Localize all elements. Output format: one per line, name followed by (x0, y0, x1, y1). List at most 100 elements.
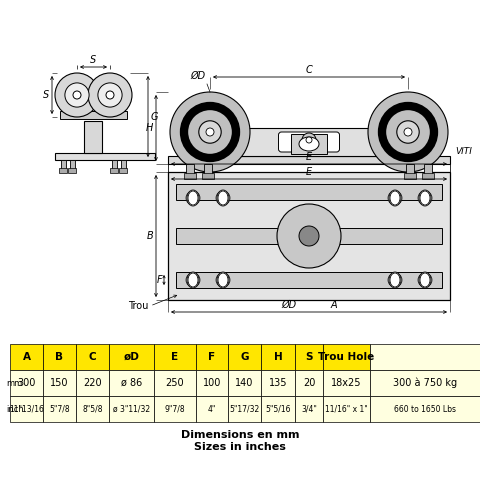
Bar (424, 164, 432, 174)
Bar (76, 396, 109, 422)
Text: E: E (306, 167, 312, 177)
Text: S: S (43, 90, 49, 100)
Bar (109, 344, 154, 370)
Circle shape (186, 191, 200, 205)
Text: 140: 140 (235, 378, 254, 388)
Text: 4": 4" (208, 405, 216, 413)
Text: 11/16" x 1": 11/16" x 1" (325, 405, 368, 413)
Text: C: C (306, 65, 312, 75)
Bar (228, 396, 261, 422)
Bar (202, 173, 214, 179)
Circle shape (299, 226, 319, 246)
Bar (110, 168, 118, 173)
Circle shape (306, 137, 312, 143)
Circle shape (106, 91, 114, 99)
Bar (196, 396, 228, 422)
Ellipse shape (187, 272, 199, 288)
Text: 3/4": 3/4" (301, 405, 317, 413)
Bar (168, 172, 450, 300)
Bar (168, 156, 450, 164)
Text: VITI: VITI (455, 147, 472, 156)
Circle shape (397, 121, 419, 143)
Bar (370, 396, 480, 422)
Bar (176, 184, 442, 200)
Bar (70, 160, 74, 169)
Bar (43, 370, 76, 396)
Text: 150: 150 (50, 378, 69, 388)
Text: 11"13/16: 11"13/16 (9, 405, 44, 413)
Bar (10, 344, 43, 370)
Bar (184, 173, 196, 179)
FancyBboxPatch shape (278, 132, 339, 152)
Text: 18x25: 18x25 (331, 378, 362, 388)
Ellipse shape (420, 191, 430, 205)
Bar (295, 396, 323, 422)
Bar (119, 168, 127, 173)
Text: 20: 20 (303, 378, 315, 388)
Circle shape (170, 92, 250, 172)
Bar (370, 344, 480, 370)
Bar (422, 173, 434, 179)
Bar (196, 370, 228, 396)
Text: H: H (145, 123, 153, 133)
Bar (323, 344, 370, 370)
Circle shape (98, 83, 122, 107)
Circle shape (186, 273, 200, 287)
Circle shape (302, 133, 316, 147)
Text: 5"17/32: 5"17/32 (229, 405, 260, 413)
Ellipse shape (188, 191, 198, 205)
Circle shape (55, 73, 99, 117)
Text: ø 3"11/32: ø 3"11/32 (113, 405, 150, 413)
Text: C: C (89, 352, 96, 362)
Ellipse shape (419, 272, 431, 288)
Bar (228, 128, 390, 156)
Text: 9"7/8: 9"7/8 (165, 405, 185, 413)
Ellipse shape (218, 191, 228, 205)
Bar (261, 344, 295, 370)
Text: mm: mm (6, 379, 22, 387)
Bar (43, 396, 76, 422)
Bar (323, 396, 370, 422)
Text: ø 86: ø 86 (121, 378, 142, 388)
Bar (261, 396, 295, 422)
Text: S: S (305, 352, 313, 362)
Circle shape (216, 191, 230, 205)
Ellipse shape (419, 190, 431, 206)
Ellipse shape (420, 273, 430, 287)
Ellipse shape (187, 190, 199, 206)
Ellipse shape (217, 190, 229, 206)
Ellipse shape (188, 273, 198, 287)
Text: Dimensions en mm: Dimensions en mm (181, 430, 299, 440)
Bar (111, 160, 117, 169)
Circle shape (418, 273, 432, 287)
Bar (109, 396, 154, 422)
Circle shape (199, 121, 221, 143)
Bar (295, 344, 323, 370)
Bar (55, 153, 155, 160)
Text: 100: 100 (203, 378, 221, 388)
Circle shape (418, 191, 432, 205)
Bar (10, 370, 43, 396)
Text: G: G (151, 111, 158, 121)
Text: A: A (331, 300, 337, 310)
Text: A: A (23, 352, 31, 362)
Circle shape (88, 73, 132, 117)
Text: ØD: ØD (281, 300, 297, 310)
Bar (261, 370, 295, 396)
Text: Sizes in inches: Sizes in inches (194, 442, 286, 452)
Bar (406, 164, 414, 174)
Text: 5"5/16: 5"5/16 (265, 405, 291, 413)
Text: F: F (208, 352, 216, 362)
Circle shape (65, 83, 89, 107)
Circle shape (388, 273, 402, 287)
Text: Trou: Trou (128, 301, 148, 311)
Bar (76, 370, 109, 396)
Text: Trou Hole: Trou Hole (318, 352, 374, 362)
Text: 5"7/8: 5"7/8 (49, 405, 70, 413)
Text: B: B (146, 231, 153, 241)
Text: S: S (90, 55, 96, 65)
Bar (176, 228, 442, 244)
Bar (404, 173, 416, 179)
Ellipse shape (389, 190, 401, 206)
Circle shape (216, 273, 230, 287)
